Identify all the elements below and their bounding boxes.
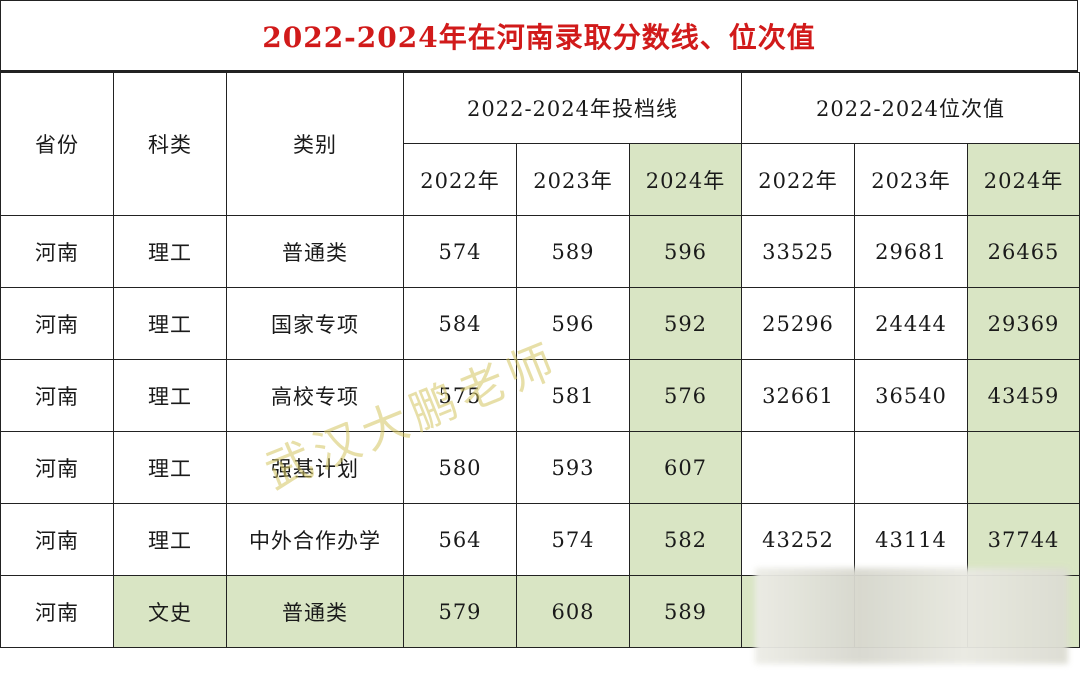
header-year: 2024年	[628, 143, 743, 216]
cell-rank: 25296	[741, 287, 856, 360]
header-subject: 科类	[113, 72, 227, 216]
header-row-1: 省份 科类 类别 2022-2024年投档线 2022-2024位次值	[0, 72, 1080, 216]
cell-rank	[854, 431, 969, 504]
cell-score: 607	[628, 431, 743, 504]
cell-score: 575	[403, 359, 517, 432]
cell-rank: 43459	[967, 359, 1080, 432]
cell-score: 596	[628, 215, 743, 288]
header-year: 2022年	[403, 143, 517, 216]
cell-rank: 24444	[854, 287, 969, 360]
cell-rank: 26465	[967, 215, 1080, 288]
table-row: 河南 理工 高校专项 575 581 576 32661 36540 43459	[0, 359, 1080, 432]
cell-score: 608	[516, 575, 630, 648]
cell-score: 593	[516, 431, 630, 504]
score-table: 省份 科类 类别 2022-2024年投档线 2022-2024位次值 2022…	[0, 72, 1080, 648]
cell-subject: 文史	[113, 575, 227, 648]
cell-score: 580	[403, 431, 517, 504]
cell-score: 582	[628, 503, 743, 576]
cell-rank: 32661	[741, 359, 856, 432]
cell-rank: 43114	[854, 503, 969, 576]
cell-rank: 29681	[854, 215, 969, 288]
cell-category: 强基计划	[226, 431, 404, 504]
cell-rank: 37744	[967, 503, 1080, 576]
cell-score: 589	[516, 215, 630, 288]
header-row-2: 2022年 2023年 2024年 2022年 2023年 2024年	[1, 143, 1080, 216]
cell-subject: 理工	[113, 431, 227, 504]
cell-province: 河南	[0, 431, 114, 504]
blurred-region	[755, 568, 1068, 664]
cell-rank	[741, 431, 856, 504]
header-province: 省份	[0, 72, 114, 216]
cell-rank: 43252	[741, 503, 856, 576]
table-row: 河南 理工 强基计划 580 593 607	[0, 431, 1080, 504]
table-row: 河南 理工 中外合作办学 564 574 582 43252 43114 377…	[0, 503, 1080, 576]
header-rank-group: 2022-2024位次值	[741, 72, 1080, 144]
cell-province: 河南	[0, 503, 114, 576]
cell-subject: 理工	[113, 359, 227, 432]
cell-rank: 36540	[854, 359, 969, 432]
header-year: 2022年	[741, 143, 856, 216]
cell-category: 普通类	[226, 575, 404, 648]
cell-province: 河南	[0, 575, 114, 648]
cell-score: 592	[628, 287, 743, 360]
header-year: 2024年	[967, 143, 1080, 216]
cell-province: 河南	[0, 359, 114, 432]
cell-score: 596	[516, 287, 630, 360]
cell-subject: 理工	[113, 215, 227, 288]
table-title: 2022-2024年在河南录取分数线、位次值	[0, 0, 1078, 72]
table-row: 河南 理工 国家专项 584 596 592 25296 24444 29369	[0, 287, 1080, 360]
cell-score: 589	[628, 575, 743, 648]
header-year: 2023年	[854, 143, 969, 216]
cell-score: 581	[516, 359, 630, 432]
cell-rank	[967, 431, 1080, 504]
cell-province: 河南	[0, 287, 114, 360]
header-year: 2023年	[516, 143, 630, 216]
cell-subject: 理工	[113, 503, 227, 576]
cell-category: 普通类	[226, 215, 404, 288]
cell-category: 高校专项	[226, 359, 404, 432]
cell-category: 国家专项	[226, 287, 404, 360]
header-category: 类别	[226, 72, 404, 216]
cell-score: 574	[516, 503, 630, 576]
table-row: 河南 理工 普通类 574 589 596 33525 29681 26465	[0, 215, 1080, 288]
cell-rank: 33525	[741, 215, 856, 288]
cell-subject: 理工	[113, 287, 227, 360]
cell-score: 564	[403, 503, 517, 576]
cell-score: 579	[403, 575, 517, 648]
cell-category: 中外合作办学	[226, 503, 404, 576]
cell-score: 584	[403, 287, 517, 360]
cell-rank: 29369	[967, 287, 1080, 360]
header-score-group: 2022-2024年投档线	[402, 72, 743, 144]
cell-score: 574	[403, 215, 517, 288]
cell-score: 576	[628, 359, 743, 432]
cell-province: 河南	[0, 215, 114, 288]
